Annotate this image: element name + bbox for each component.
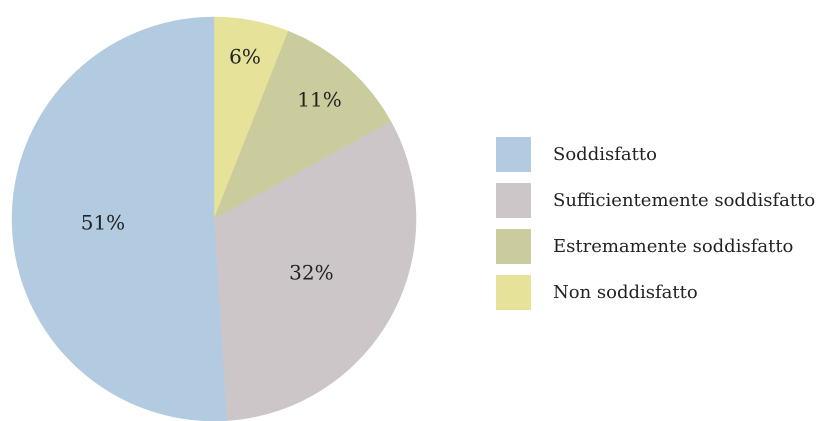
legend-swatch — [496, 183, 531, 218]
legend-swatch — [496, 137, 531, 172]
pie-slices — [11, 16, 417, 421]
legend-label: Estremamente soddisfatto — [553, 236, 793, 257]
pie-slice-sufficientemente-soddisfatto — [213, 121, 417, 421]
legend-label: Sufficientemente soddisfatto — [553, 190, 815, 211]
legend-swatch — [496, 275, 531, 310]
slice-value-label: 51% — [81, 210, 125, 234]
slice-value-label: 6% — [229, 44, 261, 68]
pie-slice-estremamente-soddisfatto — [213, 30, 392, 220]
slice-value-label: 11% — [297, 87, 341, 111]
pie-slice-labels: 6% 11% 32% 51% — [81, 44, 342, 284]
legend-swatch — [496, 229, 531, 264]
pie-slice-soddisfatto — [11, 16, 227, 421]
chart-legend: Soddisfatto Sufficientemente soddisfatto E… — [496, 137, 815, 310]
legend-label: Non soddisfatto — [553, 282, 698, 303]
slice-value-label: 32% — [289, 261, 333, 285]
legend-label: Soddisfatto — [553, 144, 657, 165]
